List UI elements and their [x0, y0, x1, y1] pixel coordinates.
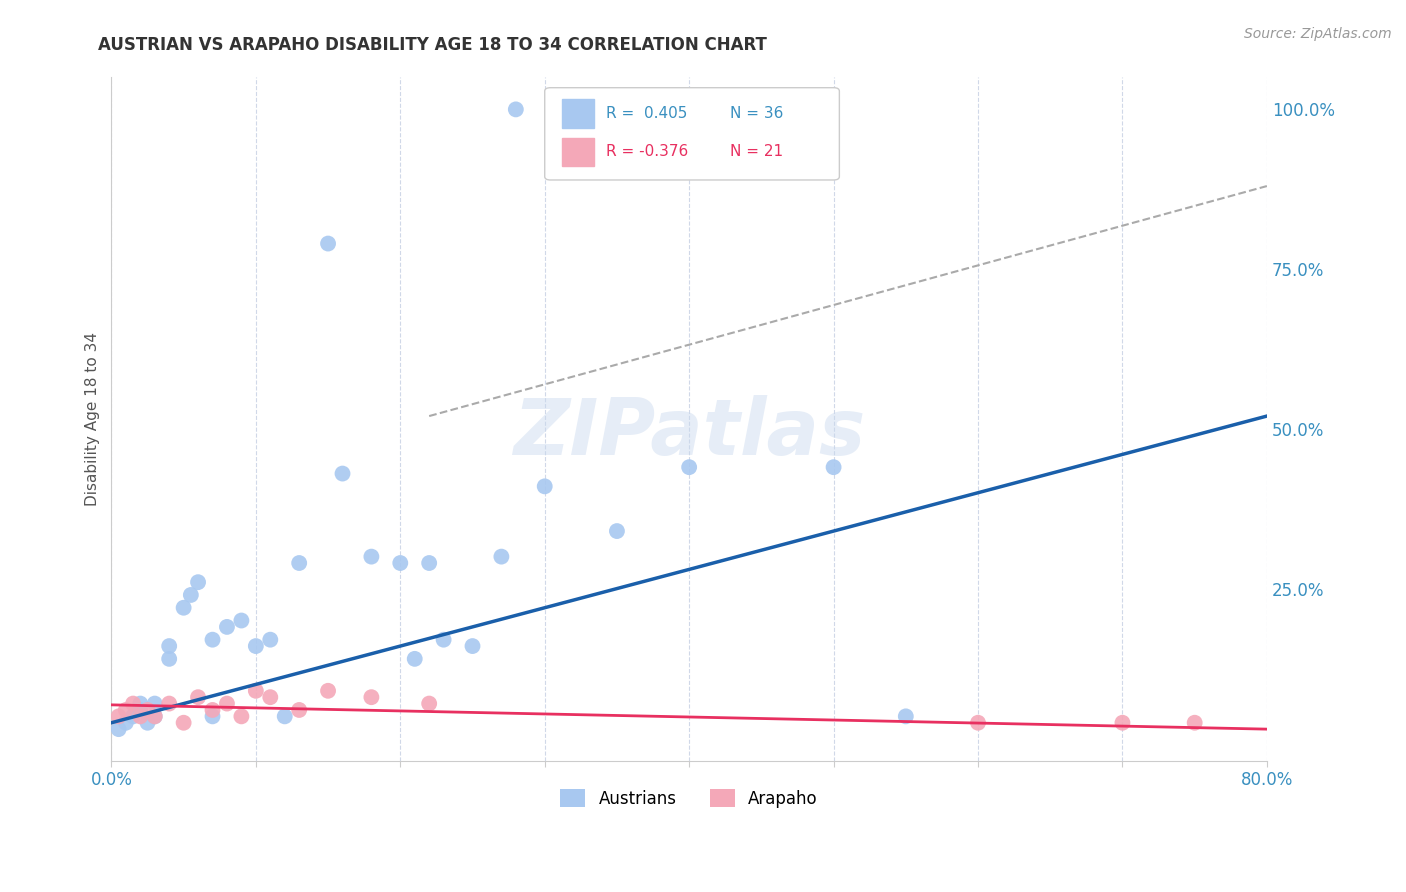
Point: [418, 697, 440, 711]
Point: [606, 524, 628, 538]
Point: [491, 549, 513, 564]
Point: [129, 703, 152, 717]
Point: [1111, 715, 1133, 730]
Point: [201, 703, 224, 717]
Text: R = -0.376: R = -0.376: [606, 145, 688, 160]
Point: [173, 600, 195, 615]
Point: [129, 709, 152, 723]
Point: [288, 703, 311, 717]
Point: [245, 639, 267, 653]
Point: [157, 652, 180, 666]
Point: [136, 703, 159, 717]
Point: [215, 697, 238, 711]
Y-axis label: Disability Age 18 to 34: Disability Age 18 to 34: [86, 332, 100, 507]
Point: [136, 715, 159, 730]
Point: [122, 697, 145, 711]
Point: [231, 614, 253, 628]
Point: [967, 715, 990, 730]
Point: [143, 697, 166, 711]
Text: R =  0.405: R = 0.405: [606, 106, 688, 121]
Point: [316, 236, 339, 251]
Point: [129, 697, 152, 711]
Text: Source: ZipAtlas.com: Source: ZipAtlas.com: [1244, 27, 1392, 41]
Point: [404, 652, 426, 666]
Point: [1184, 715, 1206, 730]
Legend: Austrians, Arapaho: Austrians, Arapaho: [554, 783, 825, 814]
Point: [274, 709, 297, 723]
Point: [201, 709, 224, 723]
Point: [201, 632, 224, 647]
Point: [433, 632, 456, 647]
Text: N = 36: N = 36: [730, 106, 783, 121]
Point: [107, 722, 129, 736]
Point: [288, 556, 311, 570]
Point: [823, 460, 845, 475]
Point: [245, 683, 267, 698]
Point: [316, 683, 339, 698]
Point: [678, 460, 700, 475]
Point: [332, 467, 354, 481]
Point: [259, 632, 281, 647]
Text: ZIPatlas: ZIPatlas: [513, 395, 865, 471]
Point: [360, 690, 382, 705]
Point: [215, 620, 238, 634]
Point: [173, 715, 195, 730]
Text: AUSTRIAN VS ARAPAHO DISABILITY AGE 18 TO 34 CORRELATION CHART: AUSTRIAN VS ARAPAHO DISABILITY AGE 18 TO…: [98, 36, 768, 54]
Point: [389, 556, 412, 570]
FancyBboxPatch shape: [562, 137, 595, 166]
FancyBboxPatch shape: [544, 87, 839, 180]
Point: [894, 709, 917, 723]
Point: [533, 479, 555, 493]
Point: [157, 697, 180, 711]
FancyBboxPatch shape: [562, 99, 595, 128]
Point: [115, 703, 138, 717]
Point: [505, 103, 527, 117]
Text: N = 21: N = 21: [730, 145, 783, 160]
Point: [143, 709, 166, 723]
Point: [259, 690, 281, 705]
Point: [180, 588, 202, 602]
Point: [461, 639, 484, 653]
Point: [143, 709, 166, 723]
Point: [122, 709, 145, 723]
Point: [187, 575, 209, 590]
Point: [418, 556, 440, 570]
Point: [360, 549, 382, 564]
Point: [157, 639, 180, 653]
Point: [115, 715, 138, 730]
Point: [231, 709, 253, 723]
Point: [187, 690, 209, 705]
Point: [107, 709, 129, 723]
